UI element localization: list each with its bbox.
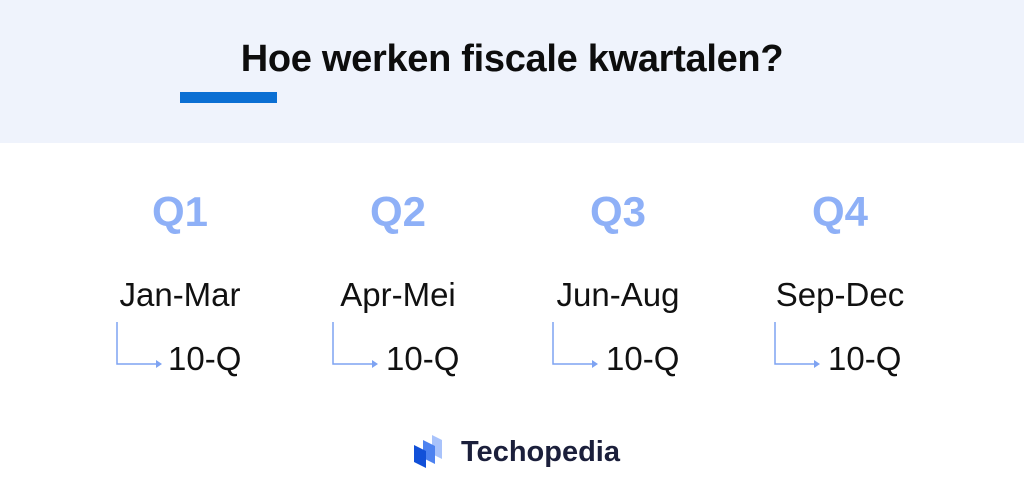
arrow-icon <box>552 322 598 368</box>
techopedia-logo-icon <box>414 435 442 468</box>
quarter-label: Q3 <box>589 188 647 235</box>
quarter-column-q4: Q4 Sep-Dec 10-Q <box>720 0 960 400</box>
quarter-label: Q2 <box>369 188 427 235</box>
filing-label: 10-Q <box>168 340 242 377</box>
quarter-column-q3: Q3 Jun-Aug 10-Q <box>498 0 738 400</box>
header-band: Hoe werken fiscale kwartalen? <box>0 0 1024 143</box>
quarter-column-q2: Q2 Apr-Mei 10-Q <box>278 0 518 400</box>
quarter-months: Apr-Mei <box>340 276 456 313</box>
quarter-label: Q1 <box>151 188 209 235</box>
filing-label: 10-Q <box>828 340 902 377</box>
quarter-label: Q4 <box>811 188 869 235</box>
arrow-icon <box>116 322 162 368</box>
quarter-months: Jan-Mar <box>119 276 241 313</box>
arrow-icon <box>332 322 378 368</box>
arrow-icon <box>774 322 820 368</box>
title-underline <box>180 92 277 103</box>
brand-name: Techopedia <box>461 436 620 468</box>
quarter-months: Sep-Dec <box>775 276 905 313</box>
filing-label: 10-Q <box>606 340 680 377</box>
page-title: Hoe werken fiscale kwartalen? <box>240 38 784 80</box>
quarter-column-q1: Q1 Jan-Mar 10-Q <box>60 0 300 400</box>
quarter-months: Jun-Aug <box>556 276 680 313</box>
filing-label: 10-Q <box>386 340 460 377</box>
